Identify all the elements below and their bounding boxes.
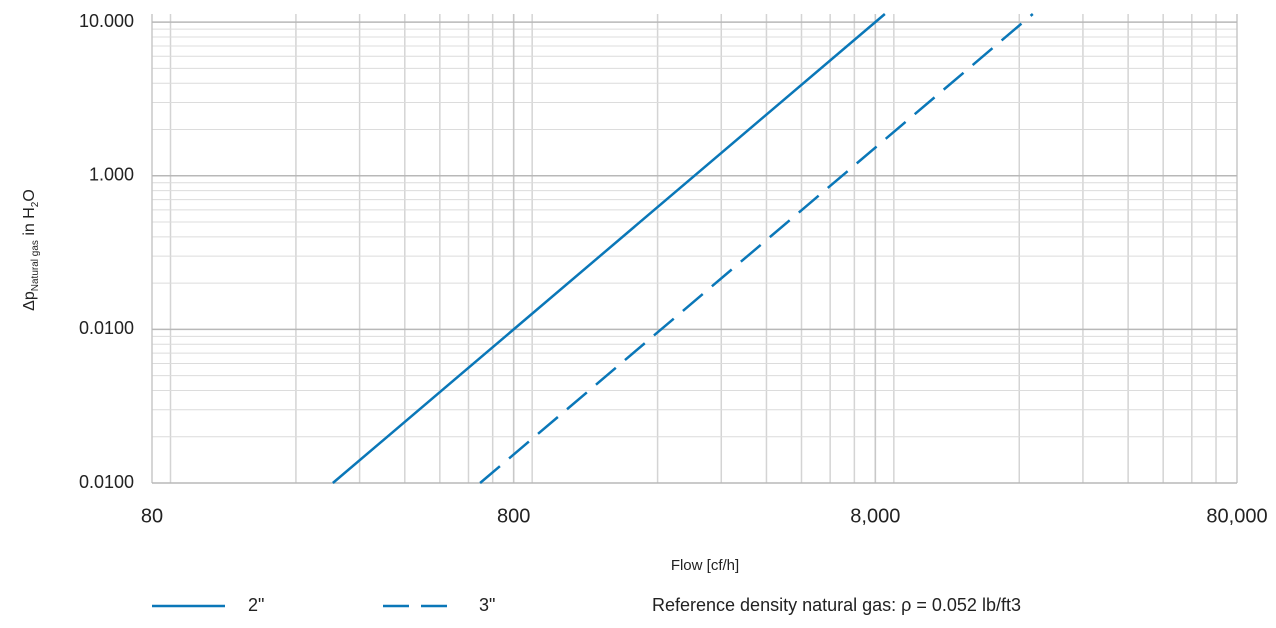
legend-label: 3" (479, 595, 495, 615)
legend-label: 2" (248, 595, 264, 615)
y-axis-label: ΔpNatural gas in H2O (21, 189, 40, 311)
y-label-mid: in H (21, 207, 38, 240)
x-tick-label: 80 (141, 505, 163, 527)
y-tick-label: 10.000 (79, 11, 134, 31)
y-tick-label: 1.000 (89, 165, 134, 185)
y-label-sub: Natural gas (30, 240, 41, 291)
y-label-main: Δp (21, 291, 38, 311)
x-tick-label: 8,000 (850, 505, 900, 527)
y-tick-label: 0.0100 (79, 318, 134, 338)
annotation: Reference density natural gas: ρ = 0.052… (652, 595, 1021, 615)
y-label-end: O (21, 189, 38, 201)
x-axis-label: Flow [cf/h] (671, 557, 739, 574)
series-line (332, 13, 886, 484)
x-tick-label: 800 (497, 505, 530, 527)
y-tick-label: 0.0100 (79, 472, 134, 492)
x-tick-label: 80,000 (1206, 505, 1267, 527)
y-label-sub2: 2 (30, 201, 41, 207)
series-line (479, 13, 1034, 484)
